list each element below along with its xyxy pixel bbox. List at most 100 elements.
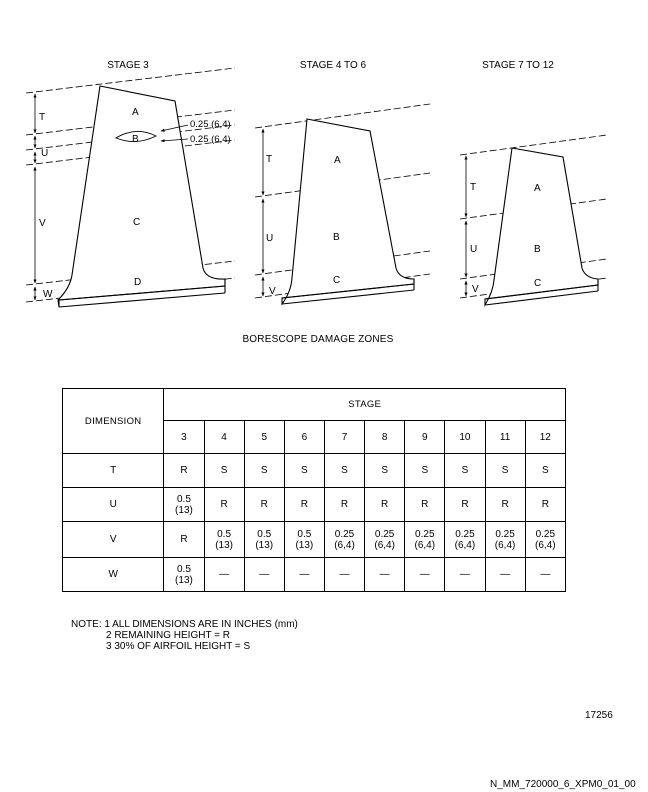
value-cell: R	[484, 487, 526, 522]
value-primary: 0.5	[257, 528, 272, 540]
value-secondary: (13)	[295, 539, 314, 551]
value-cell: R	[163, 453, 205, 488]
value-cell: —	[364, 557, 406, 592]
value-secondary: (13)	[215, 539, 233, 551]
value-cell: S	[323, 453, 366, 488]
value-cell: —	[404, 557, 446, 592]
value-cell: S	[364, 453, 406, 488]
figure-caption: BORESCOPE DAMAGE ZONES	[242, 334, 394, 345]
stage-number-cell: 9	[404, 420, 446, 454]
stage7-12-dim-u: U	[470, 244, 477, 255]
value-primary: S	[260, 465, 268, 476]
value-primary: 0.5	[217, 528, 232, 540]
value-primary: R	[461, 499, 469, 510]
value-primary: R	[260, 499, 268, 510]
notes: NOTE: 1 ALL DIMENSIONS ARE IN INCHES (mm…	[71, 619, 298, 652]
value-cell: —	[524, 557, 567, 592]
dimension-header: DIMENSION	[61, 388, 165, 454]
value-cell: S	[243, 453, 285, 488]
stage3-dim-u: U	[41, 148, 48, 159]
value-cell: —	[323, 557, 366, 592]
value-primary: 0.25	[495, 528, 515, 540]
value-primary: S	[501, 465, 509, 476]
value-cell: 0.25 (6,4)	[323, 521, 366, 558]
value-cell: 0.25 (6,4)	[404, 521, 446, 558]
table-row: W 0.5 (13) — — — — — — — — —	[61, 557, 567, 592]
table-row: U 0.5 (13) R R R R R R R R R	[61, 487, 567, 522]
value-cell: 0.5 (13)	[203, 521, 245, 558]
stage3-title: STAGE 3	[107, 60, 149, 71]
stage-number-cell: 8	[364, 420, 406, 454]
value-primary: S	[541, 465, 549, 476]
value-secondary: (6,4)	[494, 539, 516, 551]
stage3-dim-t: T	[39, 112, 45, 123]
callout-first: 0.25 (6,4)	[190, 119, 231, 130]
value-primary: 0.25	[455, 528, 475, 540]
stage7-12-zone-c: C	[534, 278, 541, 289]
value-cell: 0.25 (6,4)	[484, 521, 526, 558]
table-body: T R S S S S S S S S S U 0.5 (13) R R R R R R R R R V R 0.5 (13) 0.5…	[61, 453, 567, 592]
dimension-cell: T	[61, 453, 165, 488]
stage3-dim-v: V	[39, 218, 46, 229]
value-cell: S	[444, 453, 486, 488]
value-primary: R	[220, 499, 228, 510]
value-cell: S	[524, 453, 567, 488]
stage4-6-zone-b: B	[333, 232, 340, 243]
stage3-zone-a: A	[132, 107, 139, 118]
value-cell: S	[203, 453, 245, 488]
value-primary: S	[421, 465, 429, 476]
value-cell: R	[364, 487, 406, 522]
value-cell: R	[283, 487, 325, 522]
value-primary: 0.25	[374, 528, 395, 540]
stage7-12-title: STAGE 7 TO 12	[482, 60, 554, 71]
stage7-12-blade: STAGE 7 TO 12 T U V A B C	[459, 60, 608, 307]
value-primary: 0.25	[415, 528, 435, 540]
value-cell: 0.25 (6,4)	[364, 521, 406, 558]
stage7-12-dim-t: T	[470, 182, 476, 193]
value-primary: R	[541, 499, 549, 510]
value-primary: S	[381, 465, 388, 476]
value-primary: —	[500, 569, 511, 580]
value-primary: —	[419, 569, 430, 580]
stage-number-cell: 3	[163, 420, 205, 454]
stage3-zone-d: D	[134, 277, 141, 288]
value-secondary: (13)	[175, 574, 193, 586]
value-primary: 0.5	[176, 493, 191, 505]
value-primary: —	[339, 569, 350, 580]
value-primary: S	[301, 465, 308, 476]
stage7-12-dim-v: V	[472, 284, 479, 295]
value-primary: —	[459, 569, 470, 580]
value-primary: 0.25	[535, 528, 556, 540]
value-primary: 0.5	[176, 563, 191, 575]
value-cell: R	[243, 487, 285, 522]
document-id: N_MM_720000_6_XPM0_01_00	[490, 779, 636, 790]
stage4-6-title: STAGE 4 TO 6	[300, 60, 367, 71]
stage-number-cell: 12	[524, 420, 567, 454]
value-primary: —	[540, 569, 551, 580]
value-cell: S	[404, 453, 446, 488]
note-line-1: NOTE: 1 ALL DIMENSIONS ARE IN INCHES (mm…	[71, 619, 298, 630]
value-cell: S	[484, 453, 526, 488]
value-primary: S	[461, 465, 469, 476]
stage3-zone-b: B	[132, 134, 139, 145]
dimension-cell: V	[61, 521, 165, 558]
value-cell: R	[323, 487, 366, 522]
dimensions-table: DIMENSION STAGE 3 4 5 6 7 8 9 10 11 12 T R S S S S S S S S…	[61, 388, 567, 592]
value-cell: 0.5 (13)	[243, 521, 285, 558]
value-primary: S	[341, 465, 348, 476]
value-cell: R	[524, 487, 567, 522]
stage3-zone-c: C	[133, 217, 140, 228]
value-cell: 0.25 (6,4)	[524, 521, 567, 558]
figure-number: 17256	[585, 710, 613, 721]
note-line-3: 3 30% OF AIRFOIL HEIGHT = S	[106, 641, 251, 652]
value-cell: 0.5 (13)	[163, 487, 205, 522]
stage3-dim-w: W	[43, 289, 53, 300]
value-primary: 0.5	[297, 528, 312, 540]
value-secondary: (6,4)	[535, 539, 556, 551]
value-secondary: (6,4)	[374, 539, 395, 551]
value-primary: R	[180, 534, 188, 545]
value-secondary: (6,4)	[414, 539, 436, 551]
value-cell: R	[404, 487, 446, 522]
value-primary: R	[501, 499, 509, 510]
value-cell: 0.25 (6,4)	[444, 521, 486, 558]
